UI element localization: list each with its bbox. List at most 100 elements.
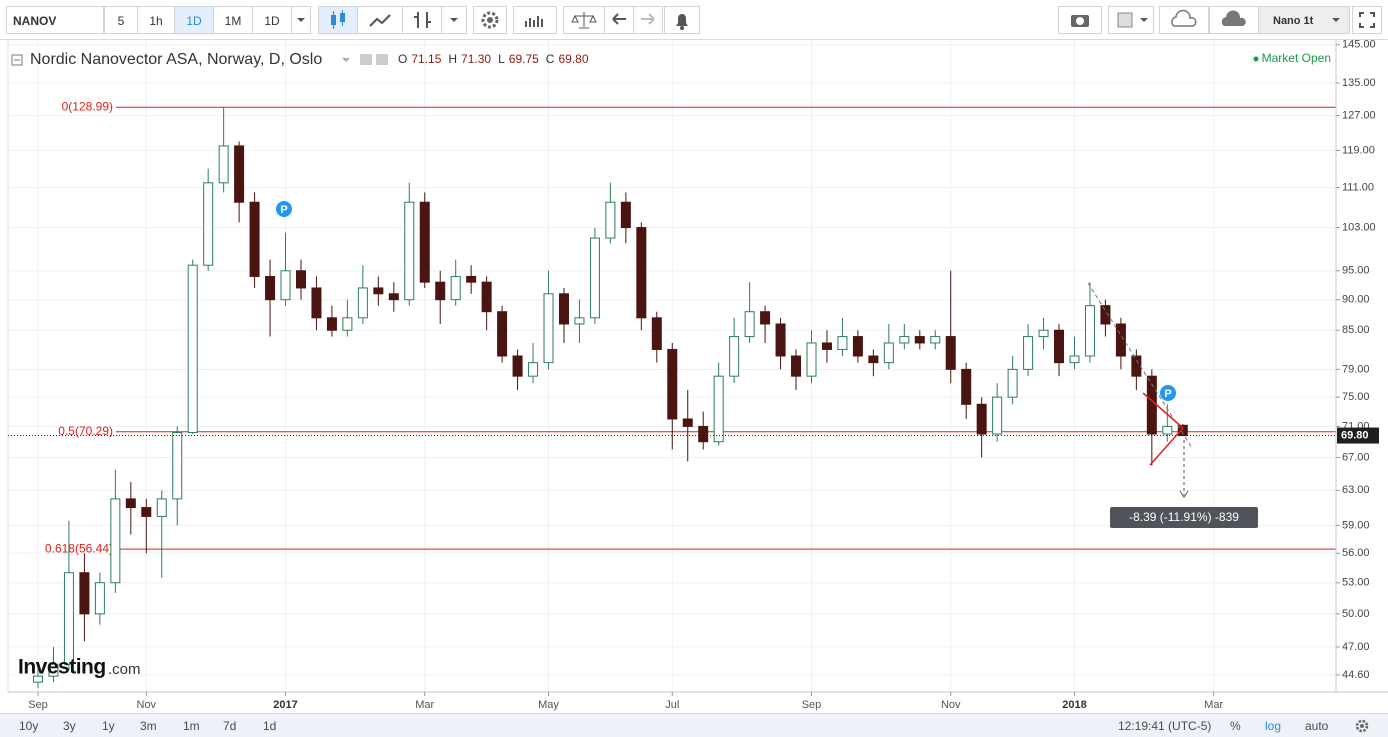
auto-toggle[interactable]: auto (1305, 719, 1329, 733)
y-tick-label: 103.00 (1342, 221, 1376, 233)
candle-body (976, 403, 987, 435)
candles (33, 107, 1188, 689)
ohlc-key: C (546, 52, 555, 66)
screenshot-button[interactable] (1058, 6, 1102, 34)
undo-button[interactable] (604, 6, 634, 34)
balance-button[interactable] (563, 6, 605, 34)
cloud-save-button[interactable] (1209, 6, 1259, 34)
indicators-button[interactable] (357, 6, 403, 34)
x-tick-label: May (538, 699, 559, 711)
redo-button[interactable] (633, 6, 663, 34)
range-button[interactable]: 3y (63, 719, 76, 733)
candle-body (295, 270, 306, 289)
levels: 0(128.99) 0.5(70.29) 0.618(56.44) (45, 99, 1336, 555)
caret (1332, 18, 1340, 22)
candle-body (373, 287, 384, 295)
icon (1171, 9, 1197, 27)
candle-body (187, 264, 198, 433)
chart-style-button[interactable] (318, 6, 358, 34)
last-price-badge (1337, 427, 1379, 444)
interval-button[interactable]: 1h (137, 6, 175, 34)
compare-button[interactable] (402, 6, 442, 34)
candle-body (33, 675, 43, 683)
interval-dropdown[interactable] (291, 6, 311, 34)
candle-body (930, 336, 941, 344)
candle-body (558, 293, 569, 325)
candle-body (172, 431, 183, 500)
event-marker (1160, 385, 1176, 401)
y-tick-label: 135.00 (1342, 77, 1376, 89)
y-tick-label: 47.00 (1342, 641, 1370, 653)
candle-body (837, 336, 848, 350)
ohlc-key: O (398, 52, 407, 66)
template-button[interactable] (1108, 6, 1154, 34)
interval-button[interactable]: 1D (174, 6, 214, 34)
ohlc-values: O 71.15 H 71.30 L 69.75 C 69.80 (398, 52, 589, 66)
candle-body (94, 582, 105, 615)
dropdown[interactable] (441, 6, 467, 34)
symbol-input[interactable]: NANOV (6, 6, 104, 34)
candle-body (110, 498, 121, 584)
x-tick-label: Sep (802, 699, 822, 711)
range-button[interactable]: 1y (102, 719, 115, 733)
candle-body (234, 145, 245, 203)
event-label: P (280, 204, 287, 216)
range-button[interactable]: 10y (19, 719, 39, 733)
candle-body (589, 237, 600, 319)
ohlc-key: L (498, 52, 505, 66)
measure-label: -8.39 (-11.91%) -839 (1129, 510, 1239, 524)
candle-body (775, 323, 786, 357)
pattern-line (1142, 392, 1184, 429)
y-tick-label: 50.00 (1342, 608, 1370, 620)
measure-box (1110, 507, 1258, 528)
candle-body (1162, 425, 1173, 435)
candle-body (914, 336, 925, 344)
candle-body (852, 336, 863, 357)
candle-body (760, 311, 771, 325)
x-tick-label: 2018 (1062, 699, 1086, 711)
settings-button[interactable] (473, 6, 507, 34)
candle-body (806, 342, 817, 377)
candle-body (667, 348, 678, 420)
grid (8, 40, 1336, 692)
x-tick-label: Nov (941, 699, 961, 711)
settings-icon[interactable] (1354, 718, 1370, 734)
log-toggle[interactable]: log (1265, 719, 1282, 733)
icon (369, 14, 391, 27)
candle-body (713, 375, 724, 443)
alert-button[interactable] (664, 6, 700, 34)
fullscreen-button[interactable] (1352, 6, 1382, 34)
candle-body (1054, 329, 1065, 364)
chart: 0(128.99) 0.5(70.29) 0.618(56.44) -8.39 (-… (7, 40, 1388, 711)
candle-body (1007, 368, 1018, 398)
icon (376, 54, 388, 65)
candle-body (388, 293, 399, 301)
candle-body (698, 425, 709, 443)
interval-button[interactable]: 1M (213, 6, 253, 34)
volume-button[interactable] (513, 6, 557, 34)
candle-body (48, 663, 59, 677)
candle-body (265, 275, 276, 301)
icon (612, 13, 626, 25)
candle-body (961, 368, 972, 405)
icon (525, 16, 543, 27)
range-button[interactable]: 1d (263, 719, 277, 733)
range-button[interactable]: 1m (183, 719, 200, 733)
candle-body (1069, 355, 1080, 364)
level-label: 0.618(56.44) (45, 541, 113, 555)
interval-button[interactable]: 1D (252, 6, 292, 34)
instrument-title: Nordic Nanovector ASA, Norway, D, Oslo (30, 51, 322, 68)
candle-body (636, 227, 647, 319)
candle-body (419, 201, 430, 283)
candle-body (466, 275, 477, 283)
interval-button[interactable]: 5 (104, 6, 138, 34)
y-tick-label: 44.60 (1342, 669, 1370, 681)
layout-button[interactable]: Nano 1t (1258, 6, 1350, 34)
cloud-load-button[interactable] (1159, 6, 1209, 34)
candle-body (79, 572, 90, 615)
range-button[interactable]: 3m (140, 719, 157, 733)
ohlc-key: H (448, 52, 457, 66)
icon (1117, 12, 1148, 28)
percent-toggle[interactable]: % (1230, 719, 1241, 733)
range-button[interactable]: 7d (223, 719, 237, 733)
